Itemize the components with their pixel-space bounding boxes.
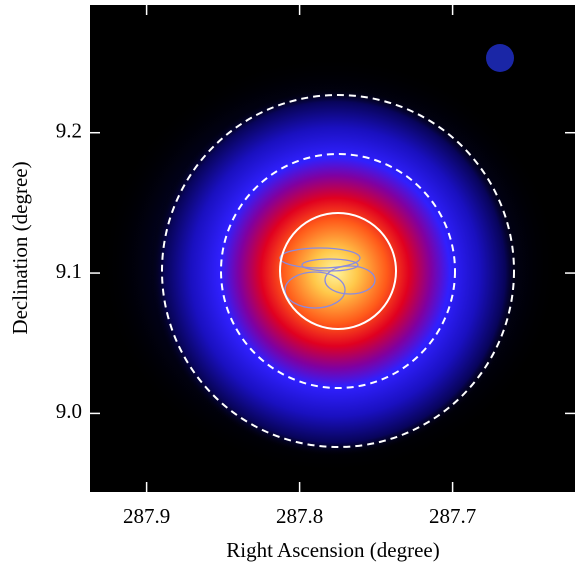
x-axis-label: Right Ascension (degree)	[226, 538, 439, 562]
x-tick-label: 287.7	[429, 504, 476, 528]
contour	[324, 265, 376, 295]
blob	[486, 44, 514, 72]
y-tick-label: 9.1	[56, 259, 82, 283]
region-circle	[161, 94, 515, 448]
plot-area	[90, 5, 575, 492]
region-circle	[220, 153, 456, 389]
contour	[284, 271, 346, 309]
emission-core	[150, 87, 520, 457]
region-circle	[279, 212, 397, 330]
y-tick-label: 9.2	[56, 119, 82, 143]
x-tick-label: 287.8	[276, 504, 323, 528]
y-axis-label: Declination (degree)	[8, 161, 32, 334]
x-tick-label: 287.9	[123, 504, 170, 528]
y-tick-label: 9.0	[56, 399, 82, 423]
contour	[279, 247, 361, 269]
